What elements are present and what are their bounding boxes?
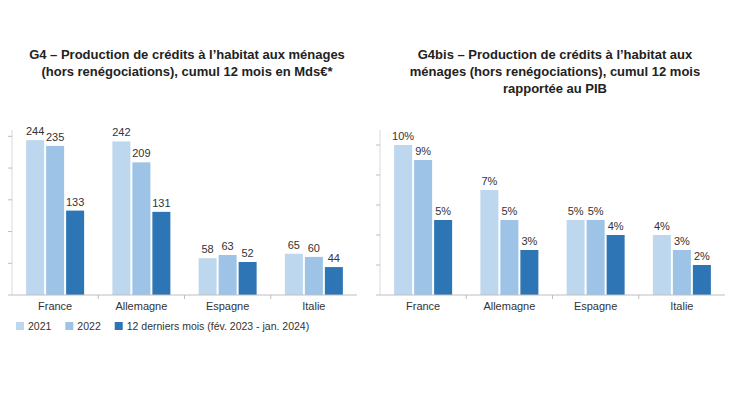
y-tick	[376, 205, 380, 206]
bar	[394, 145, 412, 295]
bar	[132, 162, 150, 295]
bars	[26, 140, 343, 295]
y-tick	[8, 136, 12, 137]
y-tick	[8, 295, 12, 296]
data-label: 133	[66, 196, 84, 208]
x-tick-label: Espagne	[574, 300, 617, 312]
data-label: 10%	[392, 130, 414, 142]
bar	[607, 235, 625, 295]
bar	[112, 141, 130, 295]
y-axis	[12, 130, 13, 295]
chart-title: G4 – Production de crédits à l’habitat a…	[22, 46, 352, 80]
bar	[285, 254, 303, 295]
y-tick	[376, 295, 380, 296]
data-label: 5%	[588, 205, 604, 217]
y-tick	[8, 199, 12, 200]
bar	[673, 250, 691, 295]
x-tick	[466, 295, 467, 299]
data-label: 242	[112, 126, 130, 138]
data-label: 5%	[501, 205, 517, 217]
x-tick-label: Allemagne	[483, 300, 535, 312]
x-tick	[270, 295, 271, 299]
bar	[239, 262, 257, 295]
data-label: 9%	[415, 145, 431, 157]
x-tick	[98, 295, 99, 299]
bar	[480, 190, 498, 295]
bar	[693, 265, 711, 295]
data-label: 209	[132, 147, 150, 159]
x-axis	[12, 295, 357, 296]
data-label: 131	[152, 197, 170, 209]
y-axis	[380, 130, 381, 295]
data-label: 4%	[608, 220, 624, 232]
x-tick-label: Italie	[670, 300, 693, 312]
data-label: 244	[26, 125, 44, 137]
x-axis	[380, 295, 725, 296]
data-label: 7%	[481, 175, 497, 187]
data-label: 5%	[568, 205, 584, 217]
bar	[434, 220, 452, 295]
legend-swatch	[65, 322, 73, 330]
bars	[394, 145, 711, 295]
bar	[66, 211, 84, 295]
legend-label: 12 derniers mois (fév. 2023 - jan. 2024)	[127, 320, 309, 332]
bar	[414, 160, 432, 295]
bar	[653, 235, 671, 295]
data-label: 3%	[674, 235, 690, 247]
data-label: 44	[328, 252, 340, 264]
data-label: 4%	[654, 220, 670, 232]
legend-label: 2021	[28, 320, 52, 332]
x-tick	[638, 295, 639, 299]
bar	[199, 258, 217, 295]
data-label: 65	[288, 239, 300, 251]
bar	[500, 220, 518, 295]
x-tick-label: France	[406, 300, 440, 312]
bar	[325, 267, 343, 295]
bar	[567, 220, 585, 295]
x-tick	[552, 295, 553, 299]
bar	[46, 146, 64, 295]
bar	[587, 220, 605, 295]
bar	[219, 255, 237, 295]
y-tick	[376, 175, 380, 176]
data-label: 52	[242, 247, 254, 259]
y-tick	[376, 235, 380, 236]
bar	[26, 140, 44, 295]
x-tick-label: Italie	[302, 300, 325, 312]
data-label: 3%	[521, 235, 537, 247]
y-tick	[8, 263, 12, 264]
x-tick-label: France	[38, 300, 72, 312]
bar	[520, 250, 538, 295]
x-tick-label: Espagne	[206, 300, 249, 312]
y-tick	[376, 145, 380, 146]
x-tick-label: Allemagne	[115, 300, 167, 312]
x-tick	[184, 295, 185, 299]
bar	[152, 212, 170, 295]
legend-swatch	[16, 322, 24, 330]
data-label: 58	[202, 243, 214, 255]
bar	[305, 257, 323, 295]
y-tick	[8, 168, 12, 169]
legend-label: 2022	[77, 320, 101, 332]
data-label: 2%	[694, 250, 710, 262]
data-label: 60	[308, 242, 320, 254]
data-label: 235	[46, 131, 64, 143]
legend-swatch	[115, 322, 123, 330]
y-tick	[8, 231, 12, 232]
y-tick	[376, 265, 380, 266]
chart-title: G4bis – Production de crédits à l’habita…	[390, 46, 720, 97]
data-label: 5%	[435, 205, 451, 217]
data-label: 63	[222, 240, 234, 252]
